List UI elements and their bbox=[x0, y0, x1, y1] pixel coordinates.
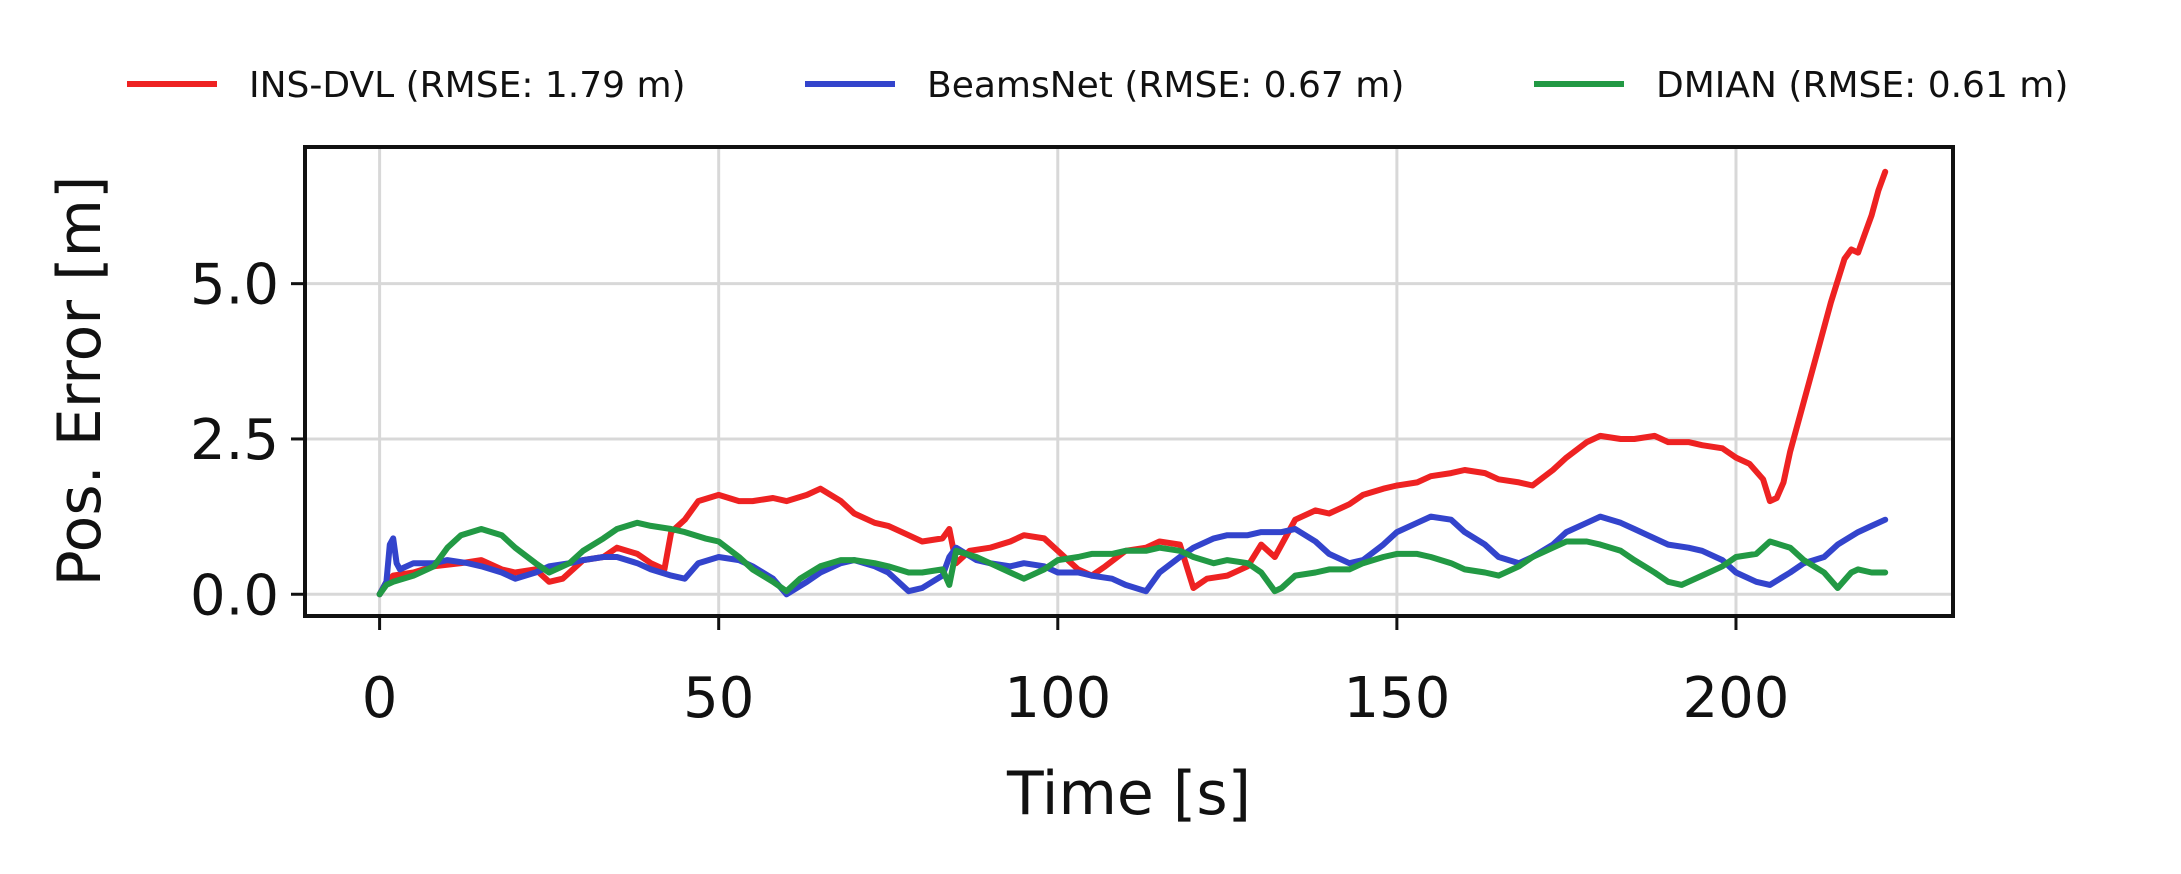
grid bbox=[305, 147, 1953, 616]
y-tick-label: 2.5 bbox=[190, 408, 279, 473]
legend-label-2: BeamsNet (RMSE: 0.67 m) bbox=[927, 65, 1404, 106]
x-tick-label: 50 bbox=[683, 666, 754, 731]
series-line-2 bbox=[376, 513, 1889, 598]
legend: INS-DVL (RMSE: 1.79 m) BeamsNet (RMSE: 0.… bbox=[127, 65, 2068, 106]
x-axis: 0 50 100 150 200 bbox=[362, 616, 1790, 731]
x-tick-label: 100 bbox=[1004, 666, 1111, 731]
x-tick-label: 150 bbox=[1343, 666, 1450, 731]
x-tick-label: 0 bbox=[362, 666, 398, 731]
series-line-1 bbox=[376, 168, 1889, 598]
y-axis: 0.0 2.5 5.0 bbox=[190, 253, 305, 628]
x-tick-label: 200 bbox=[1683, 666, 1790, 731]
y-tick-label: 0.0 bbox=[190, 563, 279, 628]
legend-entry-1: INS-DVL (RMSE: 1.79 m) bbox=[127, 65, 686, 106]
y-axis-label: Pos. Error [m] bbox=[45, 176, 115, 587]
x-axis-label: Time [s] bbox=[1006, 759, 1251, 829]
legend-entry-2: BeamsNet (RMSE: 0.67 m) bbox=[805, 65, 1404, 106]
series-line-3 bbox=[376, 519, 1889, 598]
y-tick-label: 5.0 bbox=[190, 253, 279, 318]
legend-label-3: DMIAN (RMSE: 0.61 m) bbox=[1656, 65, 2068, 106]
legend-label-1: INS-DVL (RMSE: 1.79 m) bbox=[249, 65, 686, 106]
plot-frame bbox=[303, 145, 1955, 618]
plot-series bbox=[376, 168, 1889, 598]
legend-entry-3: DMIAN (RMSE: 0.61 m) bbox=[1534, 65, 2068, 106]
